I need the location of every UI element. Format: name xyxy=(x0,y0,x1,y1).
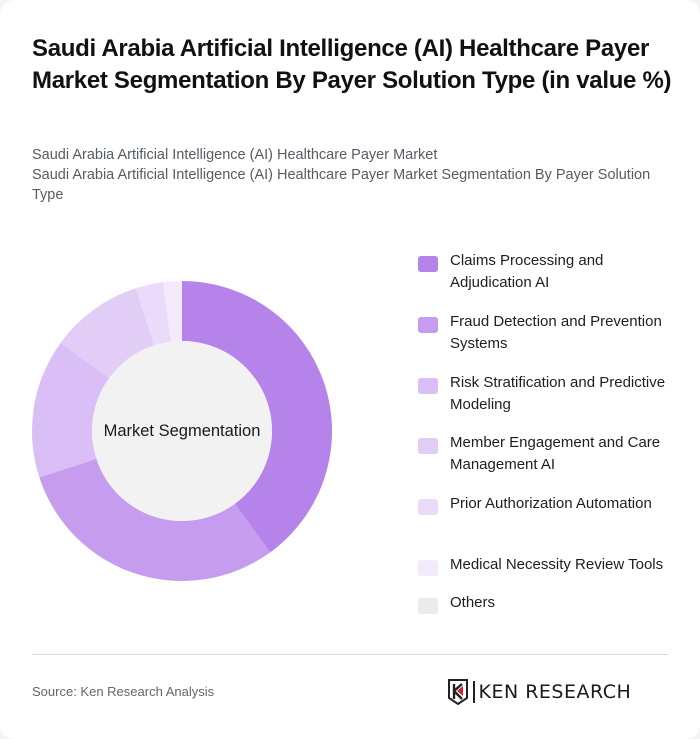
legend-swatch xyxy=(418,317,438,333)
donut-chart xyxy=(32,281,332,581)
legend-swatch xyxy=(418,499,438,515)
legend-item-medical-necessity[interactable]: Medical Necessity Review Tools xyxy=(418,554,678,592)
legend-swatch xyxy=(418,438,438,454)
donut-slice[interactable] xyxy=(163,281,182,342)
logo-separator xyxy=(473,681,475,703)
donut-slice[interactable] xyxy=(60,288,155,379)
legend-item-prior-auth[interactable]: Prior Authorization Automation xyxy=(418,493,678,554)
logo-text: KEN RESEARCH xyxy=(478,681,632,703)
footer-divider xyxy=(32,654,668,655)
subtitle-line-1: Saudi Arabia Artificial Intelligence (AI… xyxy=(32,147,438,163)
donut-svg xyxy=(32,281,332,581)
legend-label: Fraud Detection and Prevention Systems xyxy=(450,313,662,352)
legend-label: Medical Necessity Review Tools xyxy=(450,556,664,573)
subtitle-line-2: Saudi Arabia Artificial Intelligence (AI… xyxy=(32,167,651,203)
legend-swatch xyxy=(418,378,438,394)
donut-slice[interactable] xyxy=(32,342,110,478)
chart-subtitle: Saudi Arabia Artificial Intelligence (AI… xyxy=(32,145,672,205)
source-text: Source: Ken Research Analysis xyxy=(32,684,215,699)
donut-slice[interactable] xyxy=(135,282,171,346)
legend-label: Risk Stratification and Predictive Model… xyxy=(450,374,666,413)
ken-research-logo: KEN RESEARCH xyxy=(447,678,669,706)
legend-label: Member Engagement and Care Management AI xyxy=(450,434,661,473)
donut-slice[interactable] xyxy=(182,281,332,553)
donut-slice[interactable] xyxy=(39,458,271,581)
legend-swatch xyxy=(418,256,438,272)
legend-label: Others xyxy=(450,594,496,611)
legend-item-claims[interactable]: Claims Processing and Adjudication AI xyxy=(418,250,678,311)
chart-title: Saudi Arabia Artificial Intelligence (AI… xyxy=(32,35,672,94)
chart-legend: Claims Processing and Adjudication AI Fr… xyxy=(418,250,678,622)
legend-item-others[interactable]: Others xyxy=(418,592,678,622)
legend-label: Prior Authorization Automation xyxy=(450,495,652,512)
legend-swatch xyxy=(418,598,438,614)
legend-label: Claims Processing and Adjudication AI xyxy=(450,252,604,291)
legend-item-fraud[interactable]: Fraud Detection and Prevention Systems xyxy=(418,311,678,372)
donut-hole xyxy=(92,341,272,521)
ken-logo-shield-icon xyxy=(448,679,468,705)
legend-item-member[interactable]: Member Engagement and Care Management AI xyxy=(418,432,678,493)
legend-swatch xyxy=(418,560,438,576)
legend-item-risk[interactable]: Risk Stratification and Predictive Model… xyxy=(418,372,678,432)
